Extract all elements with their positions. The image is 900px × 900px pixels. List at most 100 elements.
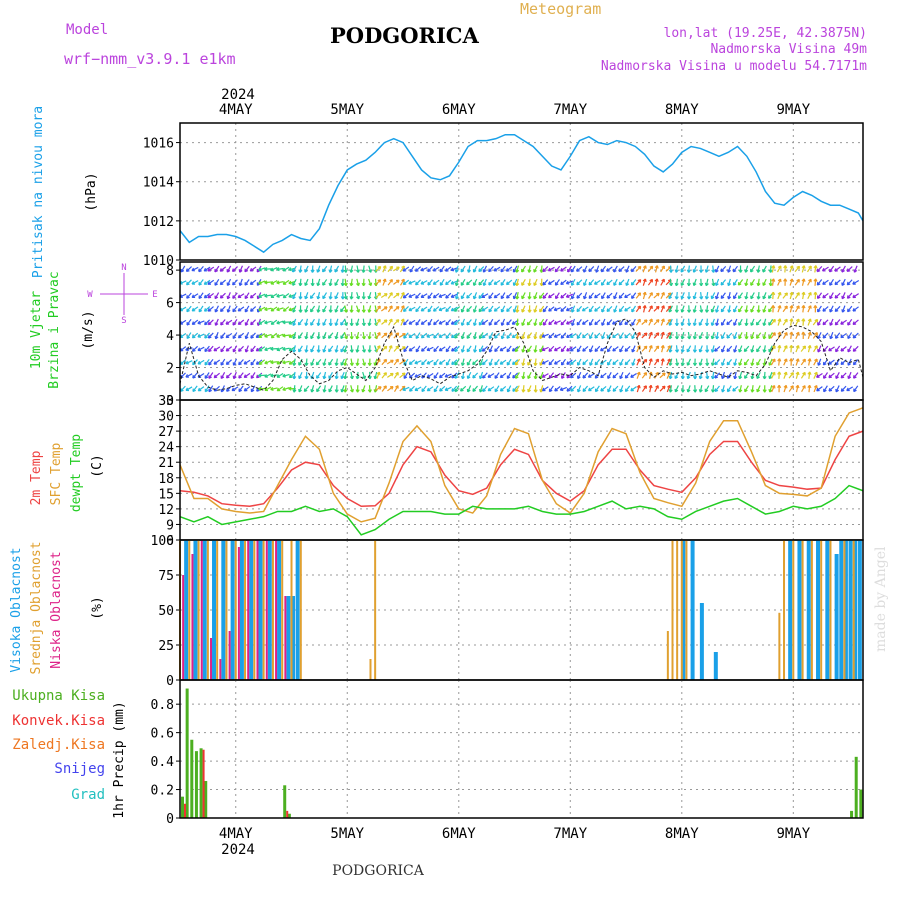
wind-arrow	[197, 346, 205, 351]
wind-arrow	[192, 385, 198, 392]
wind-arrow-head	[694, 362, 698, 366]
wind-arrow-head	[363, 309, 366, 313]
wind-arrow	[846, 266, 853, 272]
wind-arrow	[335, 345, 339, 353]
y-tick-label: 1012	[143, 215, 174, 230]
wind-arrow	[706, 305, 709, 313]
wind-arrow	[762, 265, 767, 273]
wind-arrow	[582, 306, 589, 312]
wind-arrow-head	[539, 323, 543, 326]
wind-arrow-head	[232, 336, 237, 340]
wind-arrow-head	[637, 318, 641, 322]
wind-arrow	[782, 305, 788, 313]
wind-arrow-head	[534, 349, 538, 353]
wind-arrow-head	[795, 384, 799, 388]
wind-arrow	[727, 385, 732, 392]
wind-arrow	[460, 385, 467, 392]
wind-arrow	[733, 279, 738, 286]
wind-arrow	[433, 385, 439, 393]
wind-arrow	[501, 305, 506, 313]
wind-arrow	[467, 372, 472, 379]
wind-arrow-head	[688, 296, 692, 300]
y-tick-label: 25	[158, 639, 174, 654]
wind-arrow-head	[383, 372, 387, 375]
wind-arrow	[566, 333, 573, 338]
wind-arrow-head	[756, 349, 760, 353]
wind-arrow-head	[238, 363, 242, 366]
wind-arrow-head	[777, 331, 781, 335]
wind-arrow-head	[501, 336, 505, 340]
precip-legend: Ukupna Kisa Konvek.Kisa Zaledj.Kisa Snij…	[12, 688, 127, 819]
wind-arrow	[362, 385, 366, 393]
wind-arrow-head	[777, 318, 781, 322]
wind-arrow	[344, 305, 348, 313]
wind-arrow-head	[654, 265, 658, 269]
wind-arrow	[624, 306, 631, 312]
wind-arrow-head	[461, 323, 465, 326]
high-cloud-bar	[825, 540, 830, 680]
wind-arrow-head	[215, 336, 219, 340]
wind-arrow-head	[543, 310, 547, 313]
wind-arrow	[704, 385, 710, 393]
wind-arrow	[522, 358, 525, 366]
bottom-date-labels: 4MAY 5MAY 6MAY 7MAY 8MAY 9MAY	[219, 826, 811, 842]
wind-arrow	[782, 332, 788, 339]
wind-arrow-head	[676, 362, 680, 366]
wind-arrow	[666, 358, 671, 366]
wind-arrow	[669, 358, 673, 366]
wind-arrow	[618, 279, 625, 286]
wind-arrow-head	[814, 358, 818, 362]
wind-arrow	[220, 292, 226, 299]
wind-arrow-head	[220, 283, 224, 286]
wind-arrow	[635, 279, 642, 286]
wind-arrow-head	[186, 310, 190, 313]
wind-arrow	[466, 345, 472, 353]
wind-arrow-head	[341, 376, 345, 380]
wind-arrow-head	[693, 283, 697, 287]
wind-arrow-head	[750, 296, 754, 300]
wind-arrow-head	[416, 349, 420, 353]
wind-arrow	[594, 306, 601, 312]
wind-arrow-head	[534, 309, 538, 313]
wind-arrow	[681, 305, 685, 313]
wind-arrow	[548, 372, 555, 379]
wind-arrow-head	[802, 385, 806, 388]
wind-arrow-head	[455, 269, 459, 273]
wind-arrow	[750, 331, 755, 340]
wind-arrow-head	[454, 323, 458, 326]
wind-arrow	[197, 359, 205, 365]
wind-arrow-head	[687, 389, 691, 393]
wind-arrow	[647, 279, 653, 286]
wind-arrow-head	[795, 358, 799, 362]
wind-arrow-head	[282, 362, 286, 365]
wind-arrow	[711, 371, 715, 379]
wind-arrow	[789, 292, 793, 300]
wind-arrow-head	[802, 371, 806, 375]
total-rain-bar	[283, 785, 287, 818]
wind-arrow-head	[648, 358, 652, 362]
wind-arrow-head	[323, 362, 327, 366]
wind-arrow	[186, 332, 192, 339]
y-tick-label: 2	[166, 362, 174, 377]
wind-arrow-head	[323, 389, 327, 393]
wind-arrow	[393, 292, 400, 299]
wind-arrow-head	[351, 349, 354, 353]
wind-arrow-head	[847, 349, 851, 353]
wind-arrow-head	[282, 348, 286, 352]
wind-arrow	[276, 320, 284, 324]
wind-arrow-head	[607, 376, 611, 379]
wind-arrow	[445, 332, 451, 339]
wind-arrow	[323, 371, 327, 379]
wind-arrow	[381, 332, 388, 339]
wind-arrow	[788, 372, 794, 379]
model-label: Model	[66, 22, 108, 38]
wind-arrow-head	[192, 376, 196, 379]
wind-arrow	[576, 305, 583, 312]
wind-arrow	[763, 305, 767, 313]
wind-arrow	[185, 386, 193, 391]
wind-arrow	[215, 332, 219, 339]
wind-arrow	[817, 345, 822, 353]
wind-arrow	[770, 372, 776, 379]
low-cloud-bar	[210, 638, 213, 680]
temp-ylabel-2m: 2m Temp	[29, 450, 44, 505]
